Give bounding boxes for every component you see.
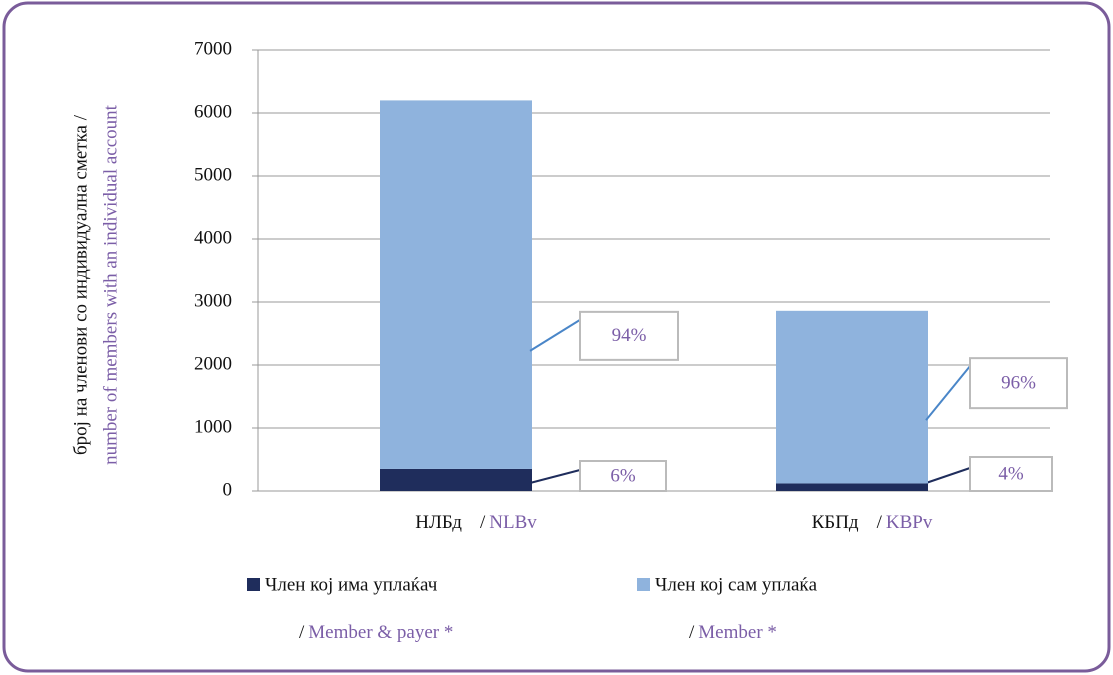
category: КБПд bbox=[812, 512, 859, 533]
share-label: 4% bbox=[998, 463, 1024, 484]
y-tick-label: 4000 bbox=[194, 227, 232, 248]
callout-box bbox=[969, 357, 1068, 410]
legend-label-en: / Member * bbox=[689, 622, 777, 643]
share-label: 94% bbox=[612, 325, 647, 346]
category-en: NLBv bbox=[489, 512, 537, 533]
legend-name-en: Member & payer * bbox=[308, 622, 453, 643]
callout-line bbox=[529, 469, 581, 484]
legend-label-en: / Member & payer * bbox=[299, 622, 453, 643]
y-tick-label: 7000 bbox=[194, 38, 232, 59]
legend-swatch bbox=[637, 578, 650, 591]
separator: / bbox=[689, 622, 695, 643]
bar-segment bbox=[776, 483, 928, 491]
y-axis-label-en: number of members with an individual acc… bbox=[100, 104, 121, 465]
separator: / bbox=[877, 512, 883, 533]
separator: / bbox=[299, 622, 305, 643]
legend-label: Член кој сам уплаќа bbox=[655, 574, 818, 595]
callout-line bbox=[925, 467, 971, 484]
bar-segment bbox=[380, 100, 532, 469]
category-en: KBPv bbox=[886, 512, 933, 533]
category: НЛБд bbox=[415, 512, 462, 533]
x-tick-label: НЛБд / NLBv bbox=[415, 512, 537, 533]
x-tick-label: КБПд / KBPv bbox=[812, 512, 933, 533]
y-tick-label: 0 bbox=[223, 479, 233, 500]
callout-box bbox=[969, 456, 1053, 492]
share-label: 96% bbox=[1001, 372, 1036, 393]
callout-line bbox=[925, 365, 971, 421]
y-tick-label: 2000 bbox=[194, 353, 232, 374]
legend-swatch bbox=[247, 578, 260, 591]
legend-label: Член кој има уплаќач bbox=[265, 574, 438, 595]
bar-segment bbox=[776, 310, 928, 484]
y-tick-label: 3000 bbox=[194, 290, 232, 311]
bar-segment bbox=[380, 468, 532, 491]
callout-line bbox=[529, 319, 581, 352]
callout-box bbox=[579, 460, 667, 492]
share-label: 6% bbox=[610, 465, 636, 486]
y-axis-label: број на членови со индивидуална сметка / bbox=[70, 114, 91, 455]
legend-name-en: Member * bbox=[698, 622, 777, 643]
callout-box bbox=[579, 310, 679, 361]
y-tick-label: 5000 bbox=[194, 164, 232, 185]
separator: / bbox=[480, 512, 486, 533]
y-tick-label: 1000 bbox=[194, 416, 232, 437]
y-tick-label: 6000 bbox=[194, 101, 232, 122]
